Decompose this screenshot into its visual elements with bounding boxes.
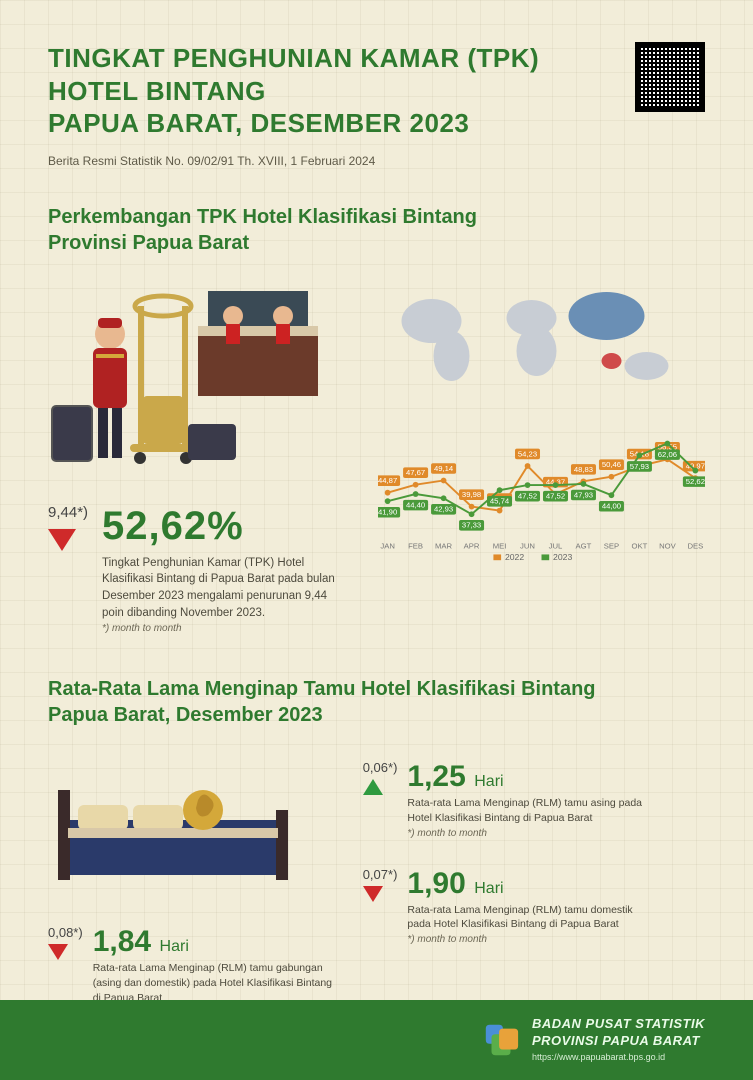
svg-text:52,62: 52,62 (686, 477, 705, 486)
qr-code (635, 42, 705, 112)
arrow-down-icon (48, 944, 68, 960)
svg-text:47,52: 47,52 (518, 491, 537, 500)
svg-text:54,23: 54,23 (518, 449, 537, 458)
svg-text:57,93: 57,93 (630, 461, 649, 470)
page-title-line3: PAPUA BARAT, DESEMBER 2023 (48, 107, 539, 140)
tpk-mtm-note: *) month to month (102, 623, 348, 634)
foreign-delta: 0,06*) (363, 760, 398, 775)
combined-desc: Rata-rata Lama Menginap (RLM) tamu gabun… (93, 961, 333, 1005)
domestic-mtm: *) month to month (407, 934, 647, 945)
world-map-illustration (378, 276, 705, 406)
tpk-description: Tingkat Penghunian Kamar (TPK) Hotel Kla… (102, 555, 348, 622)
page-title-line1: TINGKAT PENGHUNIAN KAMAR (TPK) (48, 42, 539, 75)
svg-text:62,06: 62,06 (658, 450, 677, 459)
tpk-main-value: 52,62% (102, 504, 348, 549)
svg-text:44,40: 44,40 (406, 500, 425, 509)
bed-illustration (48, 750, 308, 910)
publication-reference: Berita Resmi Statistik No. 09/02/91 Th. … (48, 154, 705, 168)
section2-heading-line1: Rata-Rata Lama Menginap Tamu Hotel Klasi… (48, 676, 705, 702)
svg-text:JAN: JAN (380, 541, 395, 550)
footer-org-line2: PROVINSI PAPUA BARAT (532, 1033, 705, 1050)
svg-text:JUN: JUN (520, 541, 535, 550)
foreign-desc: Rata-rata Lama Menginap (RLM) tamu asing… (407, 796, 647, 825)
svg-text:47,67: 47,67 (406, 468, 425, 477)
svg-text:FEB: FEB (408, 541, 423, 550)
svg-text:MEI: MEI (493, 541, 507, 550)
svg-text:APR: APR (464, 541, 480, 550)
svg-text:SEP: SEP (604, 541, 619, 550)
svg-text:41,90: 41,90 (378, 507, 397, 516)
arrow-down-icon (48, 529, 76, 551)
svg-text:NOV: NOV (659, 541, 677, 550)
svg-text:DES: DES (687, 541, 703, 550)
domestic-unit: Hari (474, 880, 503, 897)
svg-text:44,00: 44,00 (602, 501, 621, 510)
svg-text:JUL: JUL (549, 541, 563, 550)
footer-org-line1: BADAN PUSAT STATISTIK (532, 1016, 705, 1033)
section1-heading-line1: Perkembangan TPK Hotel Klasifikasi Binta… (48, 204, 705, 230)
svg-text:45,74: 45,74 (490, 496, 510, 505)
tpk-delta-value: 9,44*) (48, 504, 88, 521)
section2-heading-line2: Papua Barat, Desember 2023 (48, 702, 705, 728)
svg-text:OKT: OKT (632, 541, 648, 550)
domestic-desc: Rata-rata Lama Menginap (RLM) tamu domes… (407, 903, 647, 932)
page-title-line2: HOTEL BINTANG (48, 75, 539, 108)
tpk-line-chart: 44,8747,6749,1439,9838,6254,2344,3748,83… (378, 415, 705, 565)
svg-text:2023: 2023 (553, 552, 572, 562)
svg-text:50,46: 50,46 (602, 460, 621, 469)
svg-text:48,83: 48,83 (574, 464, 593, 473)
svg-text:49,14: 49,14 (434, 463, 454, 472)
svg-text:47,52: 47,52 (546, 491, 565, 500)
svg-text:AGT: AGT (576, 541, 592, 550)
svg-text:42,93: 42,93 (434, 504, 453, 513)
domestic-value: 1,90 (407, 867, 465, 900)
arrow-down-icon (363, 886, 383, 902)
svg-text:2022: 2022 (505, 552, 524, 562)
combined-delta: 0,08*) (48, 925, 83, 940)
svg-text:37,33: 37,33 (462, 520, 481, 529)
foreign-value: 1,25 (407, 760, 465, 793)
svg-text:47,93: 47,93 (574, 490, 593, 499)
combined-unit: Hari (160, 938, 189, 955)
svg-text:MAR: MAR (435, 541, 453, 550)
arrow-up-icon (363, 779, 383, 795)
combined-value: 1,84 (93, 925, 151, 958)
footer-bar: BADAN PUSAT STATISTIK PROVINSI PAPUA BAR… (0, 1000, 753, 1080)
footer-url: https://www.papuabarat.bps.go.id (532, 1052, 705, 1064)
svg-text:39,98: 39,98 (462, 490, 481, 499)
svg-text:44,87: 44,87 (378, 476, 397, 485)
bps-logo-icon (482, 1021, 520, 1059)
foreign-unit: Hari (474, 773, 503, 790)
section1-heading-line2: Provinsi Papua Barat (48, 230, 705, 256)
foreign-mtm: *) month to month (407, 828, 647, 839)
domestic-delta: 0,07*) (363, 867, 398, 882)
hotel-bellhop-illustration (48, 276, 328, 486)
